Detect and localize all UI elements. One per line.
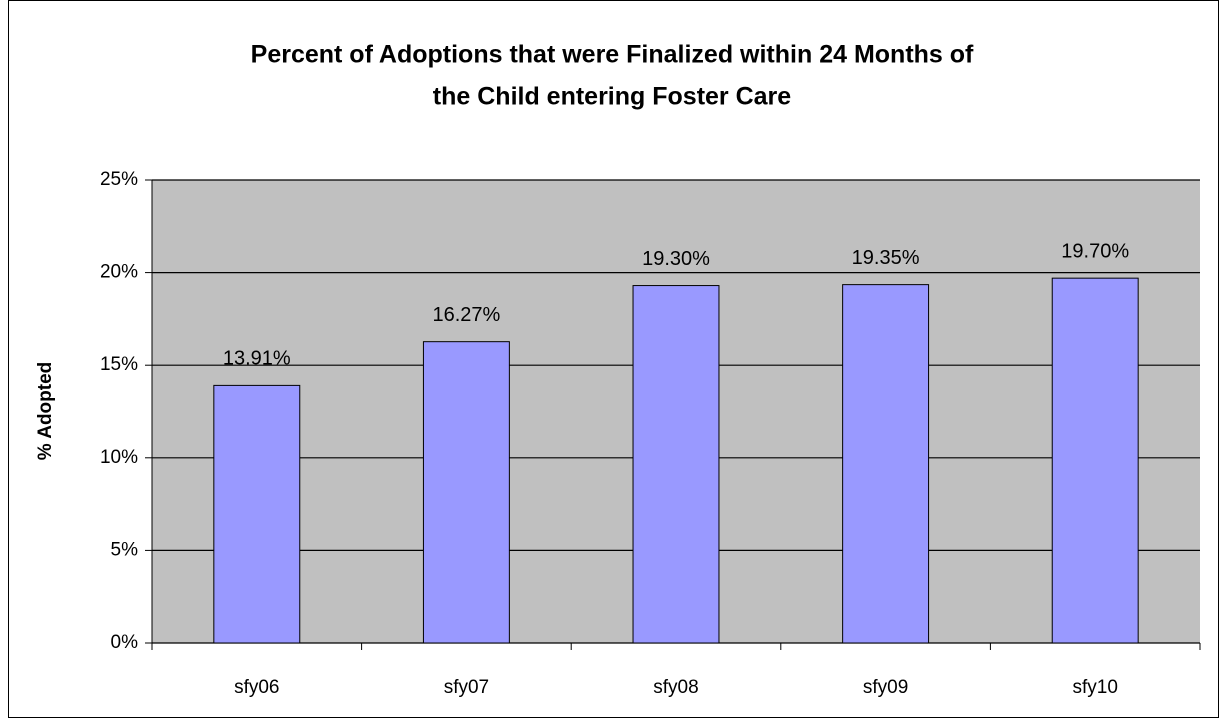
y-tick-label: 15% bbox=[100, 354, 138, 375]
data-label: 19.35% bbox=[852, 247, 920, 269]
bar bbox=[213, 384, 301, 644]
x-tick-label: sfy06 bbox=[234, 677, 279, 698]
y-tick-label: 5% bbox=[111, 539, 139, 560]
data-label: 19.30% bbox=[642, 248, 710, 270]
bar bbox=[1051, 277, 1139, 644]
data-label: 13.91% bbox=[223, 348, 291, 370]
x-tick-label: sfy07 bbox=[444, 677, 489, 698]
bar bbox=[422, 341, 510, 644]
bar bbox=[842, 284, 930, 644]
x-tick-label: sfy08 bbox=[653, 677, 698, 698]
y-tick-label: 25% bbox=[100, 169, 138, 190]
y-tick-label: 20% bbox=[100, 262, 138, 283]
x-tick-label: sfy09 bbox=[863, 677, 908, 698]
y-tick-label: 10% bbox=[100, 447, 138, 468]
chart-title: Percent of Adoptions that were Finalized… bbox=[251, 41, 974, 69]
x-tick-label: sfy10 bbox=[1072, 677, 1117, 698]
bar bbox=[632, 285, 720, 644]
data-label: 19.70% bbox=[1061, 240, 1129, 262]
chart-title: the Child entering Foster Care bbox=[433, 83, 791, 111]
y-tick-label: 0% bbox=[111, 632, 139, 653]
data-label: 16.27% bbox=[432, 304, 500, 326]
y-axis-label: % Adopted bbox=[35, 362, 56, 461]
